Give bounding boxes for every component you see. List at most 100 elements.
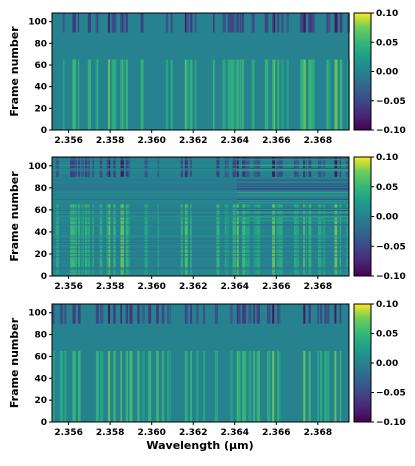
heatmap-column-top — [55, 157, 59, 177]
heatmap-column-top — [242, 304, 245, 324]
heatmap-column — [74, 204, 77, 276]
heatmap-column — [225, 204, 229, 276]
heatmap-column — [277, 350, 279, 422]
heatmap-row-strong — [236, 219, 349, 221]
panel-2: 2.356 2.358 2.360 2.362 2.364 2.366 2.368 0 20 4… — [8, 153, 406, 292]
heatmap-column-top — [334, 13, 338, 33]
heatmap-column-top — [161, 304, 165, 324]
heatmap-row-strong — [236, 192, 349, 194]
x-tick-label: 2.358 — [96, 282, 124, 292]
y-tick-label: 80 — [34, 331, 47, 341]
y-tick-label: 80 — [34, 184, 47, 194]
heatmap-row — [52, 202, 349, 204]
heatmap-column-top — [72, 13, 75, 33]
heatmap-column-top — [308, 157, 312, 177]
heatmap-column — [308, 204, 312, 276]
heatmap-column-top — [195, 304, 199, 324]
heatmap-column — [157, 204, 159, 276]
heatmap-column-top — [217, 157, 220, 177]
heatmap-column-top — [52, 304, 55, 324]
heatmap-column — [106, 204, 108, 276]
heatmap-column-top — [242, 13, 244, 33]
y-tick-label: 100 — [28, 162, 47, 172]
x-tick-label: 2.368 — [304, 428, 332, 438]
heatmap-row — [52, 238, 349, 240]
heatmap-column — [170, 59, 173, 131]
heatmap-column-top — [125, 157, 129, 177]
heatmap-row-strong — [236, 159, 349, 161]
heatmap-column-top — [216, 157, 218, 177]
heatmap-column — [84, 204, 88, 276]
heatmap-column — [326, 350, 330, 422]
heatmap-column — [60, 350, 64, 422]
y-ticks-2: 0 20 40 60 80 100 — [28, 162, 52, 282]
heatmap-column-top — [237, 304, 241, 324]
heatmap-column-top — [257, 157, 261, 177]
heatmap-column-top — [281, 13, 284, 33]
x-tick-label: 2.360 — [137, 428, 165, 438]
heatmap-column — [130, 350, 133, 422]
heatmap-row — [52, 216, 349, 218]
heatmap-column — [272, 59, 274, 131]
heatmap-column — [245, 204, 249, 276]
heatmap-column-top — [294, 157, 297, 177]
colorbar-ticks-2: 0.10 0.05 0.00 −0.05 −0.10 — [371, 153, 406, 282]
heatmap-column — [77, 204, 80, 276]
heatmap-column-top — [265, 13, 269, 33]
heatmap-row-strong — [236, 208, 349, 210]
heatmap-column-top — [108, 13, 110, 33]
heatmap-column — [80, 204, 85, 276]
colorbar-tick-label: −0.05 — [376, 389, 406, 399]
x-tick-label: 2.362 — [179, 282, 207, 292]
heatmap-row-strong — [236, 180, 349, 182]
heatmap-column-top — [269, 304, 271, 324]
heatmap-column — [108, 204, 111, 276]
x-tick-label: 2.364 — [221, 428, 249, 438]
heatmap-column-top — [339, 157, 341, 177]
heatmap-row-strong — [236, 164, 349, 166]
heatmap-column-top — [145, 157, 148, 177]
heatmap-row-strong — [236, 193, 349, 195]
heatmap-column-top — [214, 304, 218, 324]
heatmap-row — [52, 164, 349, 166]
heatmap-column-top — [253, 304, 256, 324]
heatmap-column-top — [92, 157, 94, 177]
heatmap-column-top — [308, 13, 312, 33]
heatmap-column — [140, 59, 144, 131]
heatmap-column-top — [108, 304, 111, 324]
heatmap-row — [52, 269, 349, 271]
heatmap-column-top — [140, 13, 144, 33]
heatmap-column-top — [185, 304, 189, 324]
heatmap-column-top — [77, 13, 80, 33]
heatmap-column — [253, 350, 256, 422]
heatmap-column — [303, 59, 306, 131]
heatmap-column-top — [107, 157, 109, 177]
heatmap-column — [339, 59, 343, 131]
heatmap-column — [324, 350, 327, 422]
heatmap-column-top — [120, 157, 124, 177]
heatmap-column-top — [339, 304, 342, 324]
heatmap-row-strong — [236, 169, 349, 171]
heatmap-column — [120, 204, 124, 276]
heatmap-column-top — [62, 13, 65, 33]
heatmap-row — [52, 187, 349, 189]
heatmap-column — [346, 59, 350, 131]
colorbar-tick-label: −0.10 — [376, 418, 406, 428]
x-tick-label: 2.362 — [179, 428, 207, 438]
heatmap-column-top — [272, 13, 276, 33]
heatmap-column — [317, 350, 320, 422]
heatmap-column-top — [235, 13, 239, 33]
heatmap-column — [269, 350, 271, 422]
heatmap-column-top — [180, 157, 183, 177]
heatmap-column — [70, 204, 72, 276]
heatmap-column-top — [141, 304, 145, 324]
heatmap-column-top — [346, 157, 350, 177]
heatmap-column-top — [277, 13, 280, 33]
heatmap-column — [111, 59, 114, 131]
heatmap-column-top — [279, 304, 281, 324]
colorbar-tick-label: −0.05 — [376, 97, 406, 107]
colorbar-tick-label: −0.10 — [376, 272, 406, 282]
heatmap-row — [52, 198, 349, 200]
heatmap-column-top — [277, 304, 279, 324]
heatmap-column-top — [157, 157, 159, 177]
